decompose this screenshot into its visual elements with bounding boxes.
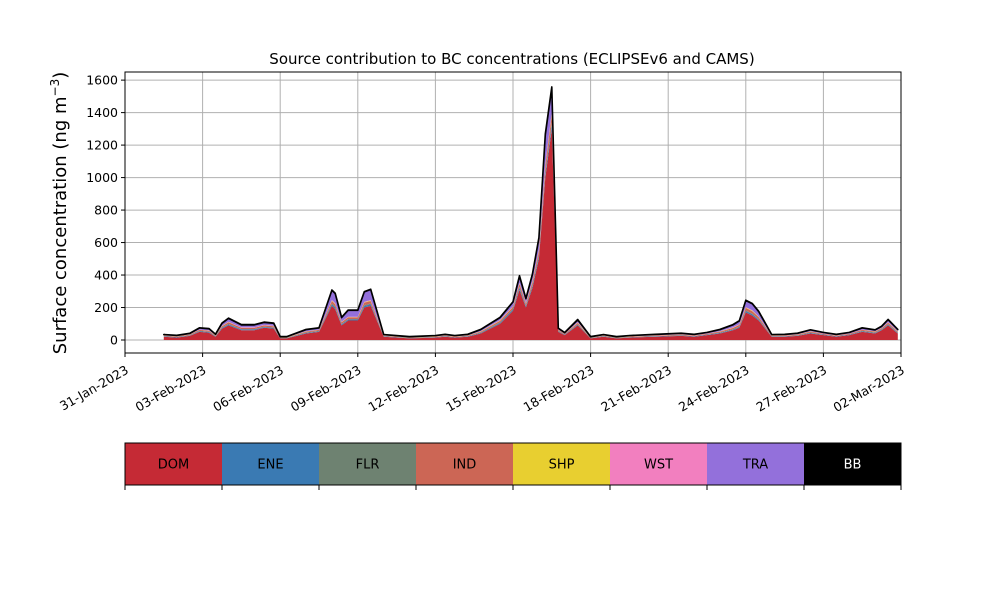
y-tick-label: 800 — [94, 203, 118, 218]
x-tick-label: 21-Feb-2023 — [598, 362, 674, 414]
y-axis-label-exponent: −3 — [48, 79, 62, 97]
x-tick-label: 18-Feb-2023 — [521, 362, 597, 414]
legend-label-wst: WST — [644, 458, 673, 473]
area-bb — [163, 86, 899, 338]
legend-swatch-dom — [125, 443, 222, 485]
x-tick-label: 06-Feb-2023 — [210, 362, 286, 414]
x-tick-label: 15-Feb-2023 — [443, 362, 519, 414]
y-axis-label: Surface concentration (ng m−3) — [48, 72, 71, 355]
legend-label-ind: IND — [453, 458, 477, 473]
x-tick-label: 09-Feb-2023 — [288, 362, 364, 414]
grid — [124, 72, 902, 353]
stacked-areas — [163, 86, 899, 340]
legend-label-dom: DOM — [158, 458, 189, 473]
x-tick-label: 03-Feb-2023 — [133, 362, 209, 414]
legend-swatch-tra — [707, 443, 804, 485]
legend-label-tra: TRA — [742, 458, 768, 473]
legend-swatch-flr — [319, 443, 416, 485]
x-tick-label: 02-Mar-2023 — [830, 362, 906, 415]
y-axis-label-base: Surface concentration (ng m — [50, 96, 71, 354]
x-axis-ticks: 31-Jan-2023 03-Feb-2023 06-Feb-2023 09-Feb-… — [57, 353, 907, 415]
y-tick-label: 1600 — [86, 73, 118, 88]
x-tick-label: 12-Feb-2023 — [365, 362, 441, 414]
y-tick-label: 1000 — [86, 170, 118, 185]
y-tick-label: 200 — [94, 300, 118, 315]
legend-label-bb: BB — [844, 458, 862, 473]
y-tick-label: 1200 — [86, 138, 118, 153]
legend-label-shp: SHP — [549, 458, 575, 473]
y-tick-label: 0 — [110, 333, 118, 348]
y-axis-ticks: 0 200 400 600 800 1000 1200 1400 1600 — [86, 73, 125, 348]
legend-label-ene: ENE — [257, 458, 283, 473]
x-tick-label: 27-Feb-2023 — [753, 362, 829, 414]
legend: DOM ENE FLR IND SHP WST TRA BB — [124, 442, 902, 490]
legend-label-flr: FLR — [356, 458, 380, 473]
legend-swatch-shp — [513, 443, 610, 485]
y-tick-label: 1400 — [86, 105, 118, 120]
x-tick-label: 31-Jan-2023 — [57, 362, 131, 413]
y-tick-label: 400 — [94, 268, 118, 283]
legend-swatch-ene — [222, 443, 319, 485]
y-axis-label-close: ) — [50, 72, 71, 79]
area-dom — [163, 128, 898, 340]
y-tick-label: 600 — [94, 235, 118, 250]
legend-swatch-ind — [416, 443, 513, 485]
x-tick-label: 24-Feb-2023 — [676, 362, 752, 414]
legend-swatch-bb — [804, 443, 901, 485]
chart-title: Source contribution to BC concentrations… — [269, 50, 754, 68]
legend-swatch-wst — [610, 443, 707, 485]
